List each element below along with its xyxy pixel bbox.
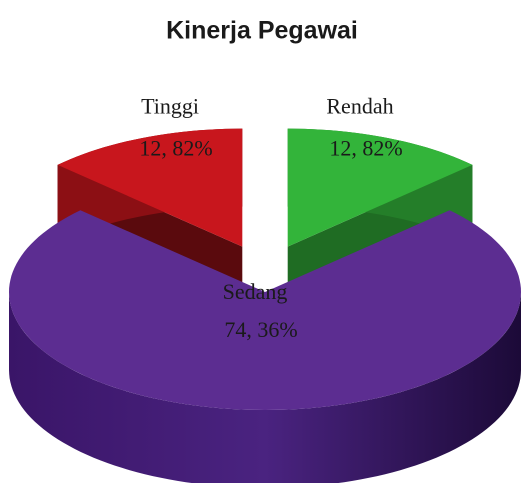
pie-side (9, 292, 521, 483)
slice-label: Rendah (326, 94, 393, 119)
chart-title: Kinerja Pegawai (166, 17, 358, 45)
slice-value-label: 74, 36% (224, 317, 297, 342)
slice-value-label: 12, 82% (329, 136, 402, 161)
pie-slice (9, 210, 521, 410)
slice-label: Sedang (223, 279, 288, 304)
pie-slice (287, 128, 473, 247)
pie-slice (57, 128, 243, 247)
slice-label: Tinggi (141, 94, 199, 119)
slice-value-label: 12, 82% (139, 136, 212, 161)
